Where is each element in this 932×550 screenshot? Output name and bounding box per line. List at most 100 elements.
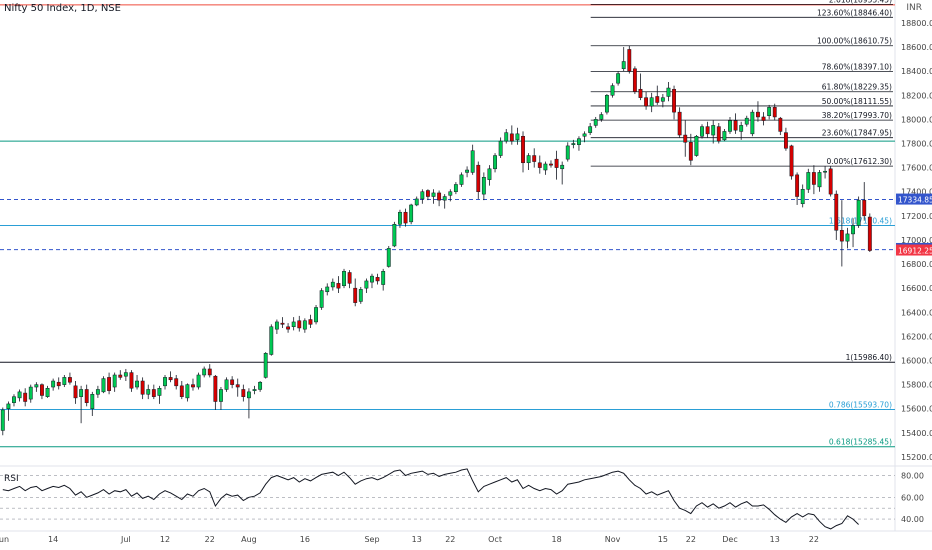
candle-body: [235, 384, 240, 388]
candle-body: [79, 389, 84, 397]
price-tick-label: 17200.00: [901, 212, 932, 221]
price-tick-label: 16600.00: [901, 284, 932, 293]
candle-body: [258, 381, 263, 390]
candle-body: [644, 97, 649, 107]
time-tick-label: 14: [48, 535, 58, 544]
candle-body: [291, 321, 296, 328]
candle-body: [146, 389, 151, 395]
candle-body: [677, 111, 682, 136]
candle-body: [515, 133, 520, 141]
candle-body: [6, 403, 11, 409]
price-tick-label: 18000.00: [901, 115, 932, 124]
currency-label: INR: [906, 3, 922, 13]
candle-body: [851, 225, 855, 235]
candle-body: [627, 49, 632, 72]
candle-body: [252, 389, 257, 391]
candle-body: [442, 196, 447, 201]
candle-body: [185, 384, 190, 399]
price-tick-label: 18200.00: [901, 91, 932, 100]
candle-body: [621, 61, 626, 69]
price-tick-label: 17000.00: [901, 236, 932, 245]
candle-body: [269, 326, 274, 355]
candle-body: [140, 380, 145, 395]
candle-body: [795, 174, 800, 197]
candle-body: [800, 189, 805, 205]
fib-level-label: 123.60%(18846.40): [817, 8, 892, 17]
candle-body: [588, 126, 593, 133]
candle-body: [672, 88, 676, 113]
candle-body: [174, 378, 179, 387]
price-tick-label: 16400.00: [901, 308, 932, 317]
candle-body: [537, 162, 542, 168]
candle-body: [778, 117, 783, 132]
candle-body: [638, 88, 643, 98]
candle-body: [487, 168, 492, 180]
candle-body: [107, 377, 112, 391]
candle-body: [191, 384, 195, 388]
candle-body: [504, 132, 509, 142]
candle-body: [297, 320, 302, 329]
candle-body: [582, 133, 587, 137]
candle-body: [744, 117, 749, 125]
candle-body: [828, 168, 833, 195]
candle-body: [694, 135, 699, 156]
fib-level-label: 100.00%(18610.75): [817, 37, 892, 46]
candle-body: [750, 111, 755, 135]
candle-body: [342, 271, 346, 287]
candle-body: [532, 155, 537, 162]
candle-body: [705, 126, 710, 135]
candle-body: [437, 192, 442, 201]
candle-body: [722, 131, 727, 141]
candle-body: [660, 97, 665, 102]
time-tick-label: Sep: [364, 535, 379, 544]
candle-body: [431, 192, 436, 197]
candle-body: [95, 389, 100, 395]
rsi-tick-label: 80.00: [901, 471, 924, 480]
candle-body: [230, 379, 235, 385]
candle-body: [632, 68, 637, 92]
time-tick-label: 22: [445, 535, 455, 544]
candle-body: [571, 143, 576, 145]
candle-body: [168, 377, 173, 381]
candle-body: [761, 116, 766, 121]
time-tick-label: 22: [205, 535, 215, 544]
candle-body: [274, 321, 279, 330]
price-tick-label: 15600.00: [901, 405, 932, 414]
time-tick-label: Aug: [241, 535, 257, 544]
price-tick-label: 18800.00: [901, 19, 932, 28]
fib-level-label: 50.00%(18111.55): [822, 97, 892, 106]
price-tick-label: 17600.00: [901, 164, 932, 173]
price-tick-label: 16200.00: [901, 332, 932, 341]
time-tick-label: Nov: [605, 535, 621, 544]
time-tick-label: 13: [770, 535, 780, 544]
candle-body: [398, 211, 402, 225]
candle-body: [414, 198, 419, 206]
candle-body: [386, 248, 391, 267]
candle-body: [409, 204, 414, 223]
candle-body: [219, 389, 223, 402]
candle-body: [34, 384, 39, 388]
candle-body: [711, 125, 716, 136]
price-tick-label: 15800.00: [901, 381, 932, 390]
price-tick-label: 15400.00: [901, 429, 932, 438]
candle-body: [358, 289, 363, 302]
candle-body: [23, 392, 28, 402]
candle-body: [392, 224, 397, 247]
candle-body: [246, 391, 251, 399]
fib-level-label: 1(15986.40): [846, 353, 892, 362]
candle-body: [509, 133, 514, 142]
time-tick-label: 22: [809, 535, 819, 544]
candle-body: [739, 125, 744, 132]
candle-body: [521, 135, 525, 164]
price-tick-label: 15200.00: [901, 453, 932, 462]
time-tick-label: 16: [300, 535, 310, 544]
candle-body: [453, 184, 458, 192]
candle-body: [856, 199, 861, 226]
candle-body: [135, 380, 139, 388]
candle-body: [67, 377, 72, 383]
candle-body: [51, 380, 56, 388]
candle-body: [498, 140, 503, 156]
time-tick-label: Jun: [0, 535, 9, 544]
candle-body: [716, 126, 721, 142]
